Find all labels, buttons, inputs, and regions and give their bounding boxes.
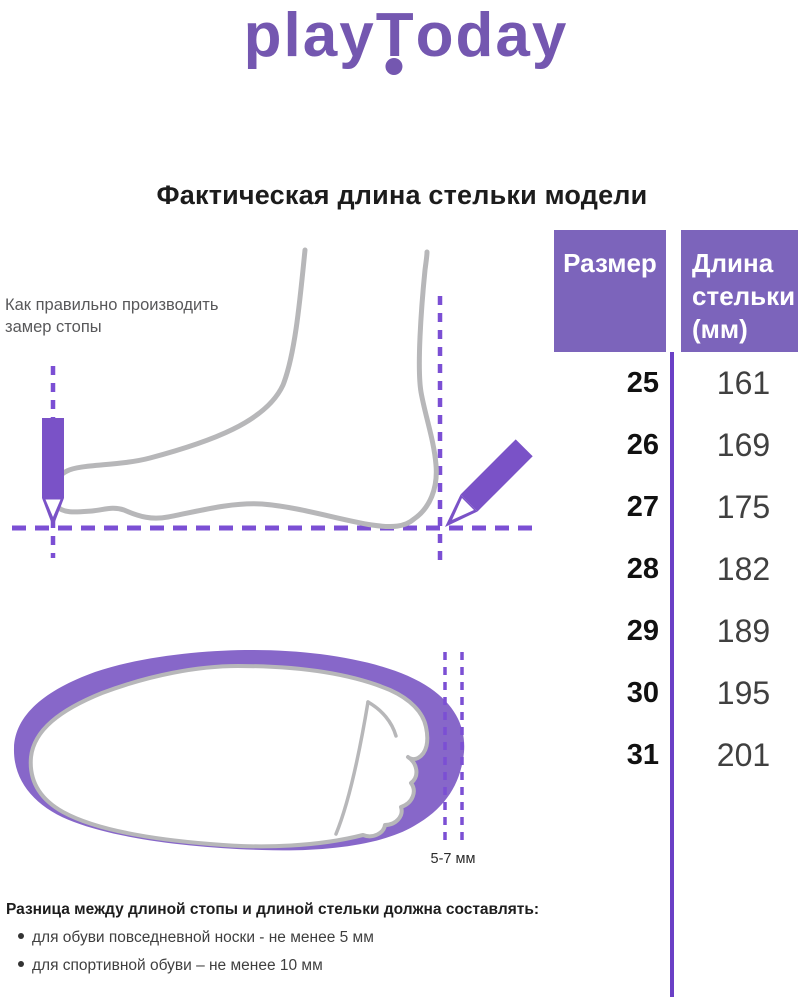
big-toe-line (366, 700, 398, 738)
bullet-icon (18, 933, 24, 939)
logo-letter-t: T (376, 1, 416, 75)
size-cell: 26 (626, 428, 659, 461)
table-header-size: Размер (554, 230, 666, 352)
difference-rule-heading: Разница между длиной стопы и длиной стел… (6, 901, 540, 918)
measure-instruction-line2: замер стопы (5, 318, 102, 337)
toe-crease-line (334, 700, 370, 836)
length-cell: 189 (716, 612, 771, 649)
length-cell: 182 (716, 550, 771, 587)
table-row: 31 201 (554, 725, 798, 787)
size-cell: 29 (626, 614, 659, 647)
foot-outline (50, 247, 439, 530)
logo-dot (385, 58, 403, 75)
length-cell: 161 (716, 364, 771, 401)
list-item: для спортивной обуви – не менее 10 мм (6, 957, 626, 975)
list-item: для обуви повседневной носки - не менее … (6, 929, 626, 947)
size-cell: 31 (626, 739, 659, 772)
table-header-length: Длина стельки (мм) (681, 230, 798, 352)
playtoday-logo: playT oday (0, 1, 812, 75)
table-row: 25 161 (554, 352, 798, 414)
logo-text-oday: oday (415, 1, 569, 70)
table-row: 30 195 (554, 662, 798, 724)
size-cell: 30 (626, 677, 659, 710)
length-cell: 175 (716, 488, 771, 525)
measure-instruction-line1: Как правильно производить (5, 296, 219, 314)
table-row: 28 182 (554, 538, 798, 600)
table-column-divider (670, 352, 674, 997)
foot-measurement-diagram (12, 247, 533, 560)
table-row: 27 175 (554, 476, 798, 538)
table-row: 26 169 (554, 414, 798, 476)
footer-notes: Разница между длиной стопы и длиной стел… (6, 901, 626, 975)
size-table: 25 161 26 169 27 175 28 182 29 189 30 19… (554, 352, 798, 787)
sport-shoes-rule: для спортивной обуви – не менее 10 мм (32, 957, 323, 974)
size-cell: 25 (626, 366, 659, 399)
length-cell: 195 (716, 675, 771, 712)
table-row: 29 189 (554, 600, 798, 662)
insole-diagram: 5-7 мм (13, 650, 476, 867)
foot-sole-outline (28, 664, 430, 849)
allowance-label: 5-7 мм (431, 851, 476, 867)
measure-instruction-label: Как правильно производить замер стопы (5, 294, 218, 339)
everyday-shoes-rule: для обуви повседневной носки - не менее … (32, 929, 374, 946)
bullet-icon (18, 961, 24, 967)
length-cell: 201 (716, 737, 771, 774)
logo-text-play: play (243, 1, 376, 70)
page-title: Фактическая длина стельки модели (156, 180, 648, 210)
length-cell: 169 (716, 426, 771, 463)
heel-pencil-icon (445, 439, 533, 527)
size-cell: 27 (626, 490, 659, 523)
toe-pencil-icon (42, 418, 64, 527)
size-cell: 28 (626, 552, 659, 585)
